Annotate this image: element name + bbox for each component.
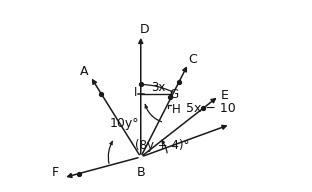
Text: (8y + 4)°: (8y + 4)° xyxy=(134,139,189,152)
Text: C: C xyxy=(188,53,197,66)
Text: A: A xyxy=(80,65,89,78)
Text: E: E xyxy=(221,89,228,103)
Text: 3x: 3x xyxy=(152,81,166,94)
Text: 10y°: 10y° xyxy=(110,117,139,130)
Text: 5x − 10: 5x − 10 xyxy=(186,102,236,115)
Text: B: B xyxy=(136,166,145,179)
Text: F: F xyxy=(52,166,59,180)
Text: I: I xyxy=(134,86,138,99)
Text: D: D xyxy=(140,23,149,36)
Text: H: H xyxy=(172,103,181,116)
Text: G: G xyxy=(169,88,179,101)
